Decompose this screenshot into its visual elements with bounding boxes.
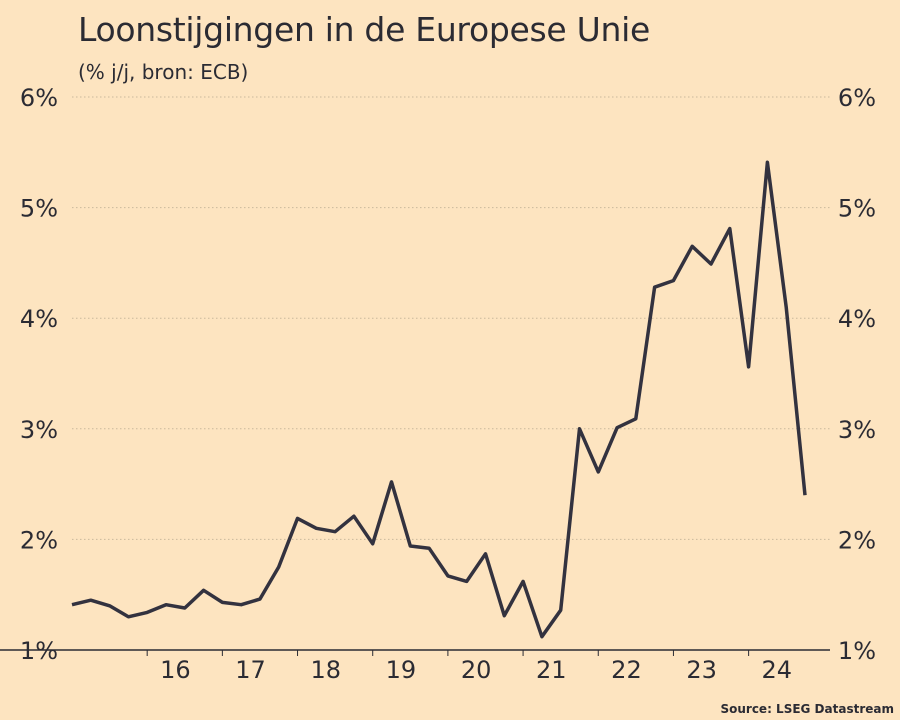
x-tick-label: 21 [536,656,567,684]
y-tick-label-right: 6% [838,84,876,112]
y-tick-label-right: 5% [838,195,876,223]
y-tick-label-right: 4% [838,305,876,333]
x-tick-label: 16 [160,656,191,684]
x-tick-label: 17 [235,656,266,684]
y-axis-right: 1% 2% 3% 4% 5% 6% [838,84,876,665]
y-tick-label-left: 5% [20,195,58,223]
x-tick-label: 24 [762,656,793,684]
y-tick-label-left: 2% [20,526,58,554]
y-tick-label-right: 1% [838,637,876,665]
x-tick-label: 22 [611,656,642,684]
gridlines [0,96,832,651]
chart-subtitle: (% j/j, bron: ECB) [78,60,249,84]
y-tick-label-left: 1% [20,637,58,665]
y-axis-left: 1% 2% 3% 4% 5% 6% [20,84,58,665]
x-tick-label: 23 [686,656,717,684]
source-note: Source: LSEG Datastream [720,702,894,716]
y-tick-label-right: 3% [838,416,876,444]
y-tick-label-right: 2% [838,526,876,554]
x-axis: 16 17 18 19 20 21 22 23 24 [146,650,793,684]
x-tick-label: 20 [461,656,492,684]
x-tick-label: 18 [310,656,341,684]
y-tick-label-left: 6% [20,84,58,112]
y-tick-label-left: 4% [20,305,58,333]
x-tick-label: 19 [386,656,417,684]
series-line [71,160,807,639]
chart-title: Loonstijgingen in de Europese Unie [78,10,650,49]
series-layer [71,160,807,639]
y-tick-label-left: 3% [20,416,58,444]
